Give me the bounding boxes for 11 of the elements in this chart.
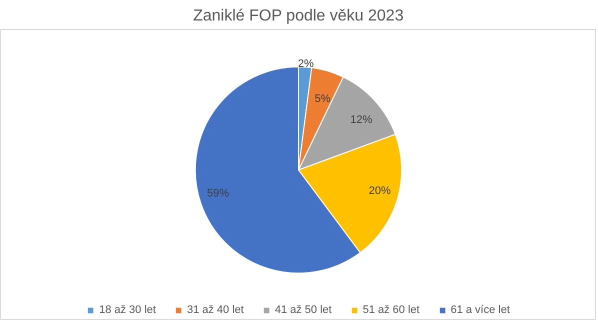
legend-label: 31 až 40 let	[186, 304, 244, 316]
data-label: 20%	[368, 185, 392, 198]
legend-label: 18 až 30 let	[99, 304, 156, 316]
legend-label: 61 a více let	[450, 304, 510, 316]
data-label: 59%	[206, 187, 230, 200]
legend-label: 41 až 50 let	[274, 304, 332, 316]
data-label: 5%	[314, 92, 331, 105]
legend-label: 51 až 60 let	[362, 304, 420, 316]
data-label: 12%	[350, 114, 373, 126]
chart-title: Zaniklé FOP podle věku 2023	[193, 8, 404, 24]
data-label: 2%	[298, 58, 314, 70]
